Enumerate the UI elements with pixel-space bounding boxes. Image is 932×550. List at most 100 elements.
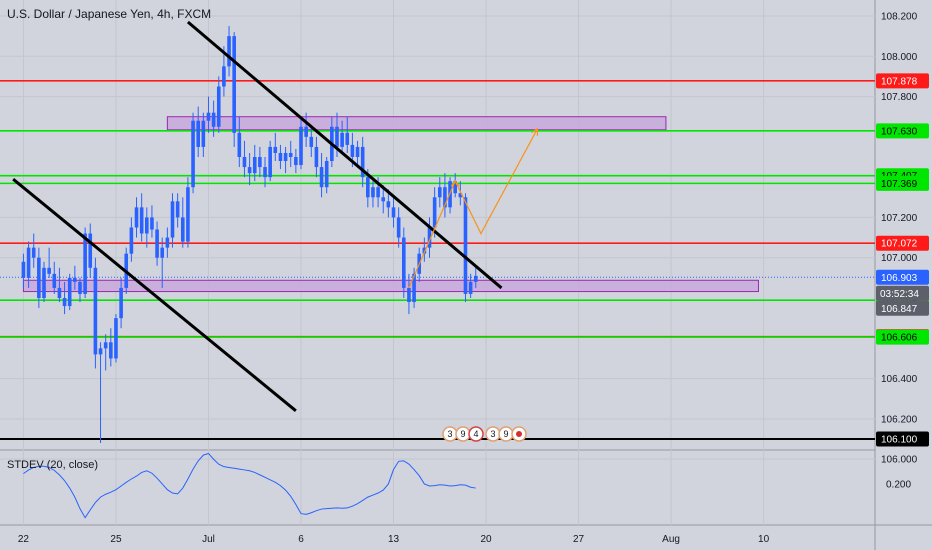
candle-body — [242, 157, 247, 168]
candle-body — [319, 167, 324, 188]
candle-body — [196, 120, 200, 147]
level-price-tag-bg — [876, 175, 929, 191]
level-price-tag: 107.630 — [881, 126, 918, 137]
candle-body — [324, 161, 329, 188]
candle-body — [376, 187, 380, 198]
candle-body — [432, 197, 437, 228]
last-price-tag-bg — [876, 269, 929, 285]
candle-body — [314, 146, 319, 168]
candle-body — [180, 217, 185, 242]
candle-body — [98, 348, 103, 355]
candle-body — [145, 217, 149, 234]
candle-body — [186, 187, 190, 242]
japan-flag-dot — [516, 431, 522, 437]
level-price-tag-bg — [876, 123, 929, 139]
candle-body — [129, 227, 134, 254]
level-price-tag: 107.878 — [881, 76, 918, 87]
event-count: 3 — [447, 429, 452, 439]
candle-body — [443, 187, 447, 208]
x-tick-label: 10 — [758, 534, 770, 545]
candle-body — [294, 157, 298, 166]
projection-arrowhead — [531, 127, 539, 136]
candle-body — [299, 126, 303, 166]
candle-body — [222, 66, 226, 87]
x-tick-label: 27 — [573, 534, 585, 545]
countdown-price-bg — [876, 300, 929, 316]
countdown-label: 03:52:34 — [880, 289, 919, 300]
candle-body — [453, 181, 457, 194]
candle-body — [304, 126, 308, 137]
candle-body — [468, 281, 473, 294]
candle-body — [396, 217, 401, 238]
candle-body — [211, 112, 216, 127]
candle-body — [93, 267, 98, 355]
candle-body — [175, 201, 180, 218]
x-tick-label: Jul — [202, 534, 215, 545]
x-tick-label: 13 — [388, 534, 400, 545]
candle-body — [170, 201, 175, 238]
trendline — [186, 20, 503, 290]
candle-body — [119, 287, 123, 319]
y-tick-label: 107.200 — [881, 213, 918, 224]
projection-path — [408, 128, 538, 289]
candle-body — [160, 247, 165, 258]
y-tick-label: 107.800 — [881, 92, 918, 103]
candle-body — [83, 233, 87, 294]
y-tick-label: 108.200 — [881, 12, 918, 23]
level-price-tag: 107.072 — [881, 239, 918, 250]
y-tick-label: 106.000 — [881, 455, 918, 466]
x-tick-label: 25 — [110, 534, 122, 545]
candle-body — [463, 197, 468, 294]
candle-body — [73, 277, 77, 282]
candle-body — [201, 120, 206, 147]
x-tick-label: Aug — [662, 534, 680, 545]
stdev-line — [23, 452, 476, 519]
candle-body — [273, 146, 278, 153]
symbol-title: U.S. Dollar / Japanese Yen, 4h, FXCM — [7, 7, 212, 21]
candle-body — [473, 275, 478, 282]
candle-body — [139, 207, 144, 234]
candle-body — [21, 261, 26, 278]
level-price-tag-bg — [876, 73, 929, 89]
candle-body — [88, 233, 93, 268]
level-price-tag-bg — [876, 235, 929, 251]
candle-body — [381, 197, 386, 202]
candle-body — [268, 146, 272, 178]
candle-body — [165, 237, 170, 248]
candle-body — [62, 298, 67, 307]
last-price-tag: 106.903 — [881, 273, 918, 284]
candle-body — [422, 247, 427, 254]
candle-body — [114, 318, 118, 359]
y-tick-label: 106.200 — [881, 414, 918, 425]
candle-body — [227, 36, 231, 67]
sr-zone — [166, 116, 667, 131]
candle-body — [355, 146, 360, 157]
candle-body — [26, 247, 31, 278]
event-flag-icon — [468, 426, 484, 442]
indicator-label: STDEV (20, close) — [7, 459, 99, 471]
candle-body — [412, 273, 416, 303]
countdown-price-label: 106.847 — [881, 304, 918, 315]
candle-body — [335, 126, 339, 147]
y-tick-label: 108.000 — [881, 52, 918, 63]
candle-body — [283, 152, 288, 162]
level-price-tag-bg — [876, 431, 929, 447]
candle-body — [232, 36, 236, 133]
x-tick-label: 6 — [298, 534, 304, 545]
candle-body — [427, 227, 432, 248]
candle-body — [57, 287, 62, 298]
candle-body — [47, 267, 51, 274]
candle-body — [458, 193, 463, 198]
projection-peak — [450, 180, 460, 187]
indicator-tick-label: 0.200 — [886, 479, 911, 490]
trendline — [12, 177, 297, 412]
candle-body — [42, 267, 46, 298]
candle-body — [150, 217, 154, 230]
candle-body — [366, 177, 370, 198]
event-count: 3 — [490, 429, 495, 439]
candle-body — [371, 187, 375, 198]
event-count: 9 — [503, 429, 508, 439]
candle-body — [258, 157, 262, 168]
